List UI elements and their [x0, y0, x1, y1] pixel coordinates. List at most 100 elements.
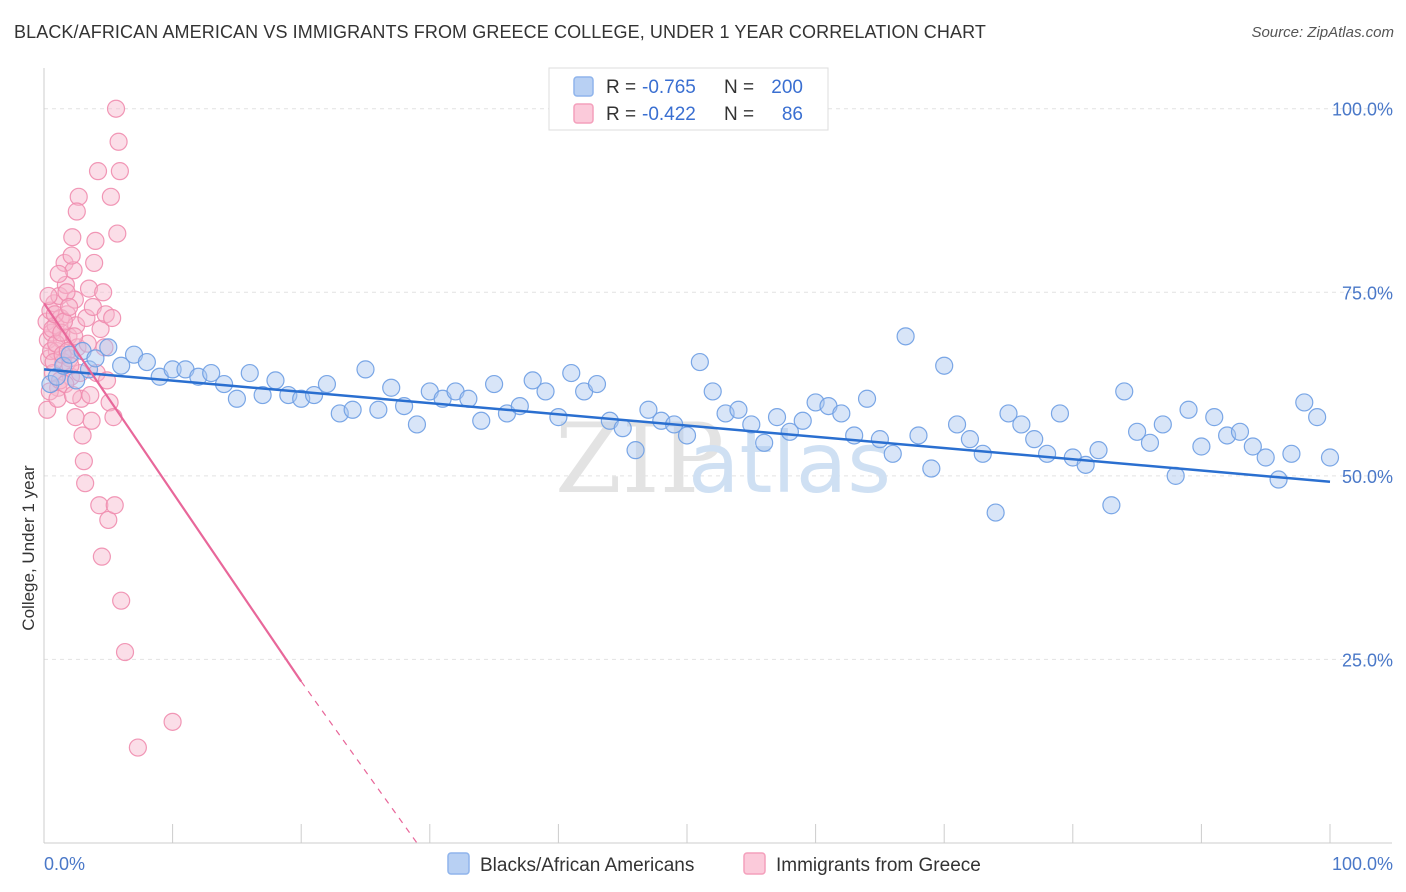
black-point-82 — [1050, 404, 1070, 423]
series-immigrants-from-greece — [37, 99, 182, 757]
bottom-legend-swatch-blue — [447, 852, 470, 875]
black-point-65 — [832, 404, 851, 423]
black-point-28 — [356, 360, 375, 379]
bottom-legend-label-blue: Blacks/African Americans — [480, 855, 694, 876]
greece-point-52 — [104, 408, 123, 427]
chart-title: BLACK/AFRICAN AMERICAN VS IMMIGRANTS FRO… — [14, 22, 986, 42]
black-point-24 — [304, 385, 324, 405]
black-point-69 — [883, 444, 902, 463]
greece-point-61 — [163, 712, 182, 731]
black-point-73 — [935, 356, 954, 375]
black-point-76 — [973, 444, 992, 463]
greece-point-20 — [63, 228, 82, 247]
greece-point-54 — [106, 99, 126, 118]
legend-r-value-2: -0.422 — [642, 104, 696, 125]
legend-n-label-1: N = — [724, 77, 754, 98]
black-point-54 — [690, 352, 709, 372]
black-point-92 — [1179, 400, 1198, 419]
black-point-62 — [793, 411, 812, 430]
black-point-48 — [613, 419, 632, 438]
x-tick-label-1: 100.0% — [1332, 854, 1393, 874]
black-point-68 — [870, 430, 890, 449]
black-point-9 — [112, 356, 131, 375]
y-tick-label-2: 50.0% — [1342, 467, 1393, 487]
black-point-1 — [47, 367, 66, 386]
greece-point-34 — [81, 385, 100, 405]
x-tick-label-0: 0.0% — [44, 854, 85, 874]
black-point-55 — [703, 382, 722, 401]
greece-point-25 — [69, 187, 88, 206]
greece-point-71 — [49, 264, 68, 284]
greece-point-81 — [62, 246, 81, 265]
greece-point-63 — [39, 286, 58, 306]
black-point-44 — [562, 363, 581, 383]
black-point-70 — [896, 327, 915, 346]
greece-point-77 — [57, 283, 76, 302]
black-point-18 — [227, 389, 246, 408]
black-point-57 — [729, 400, 748, 419]
black-point-102 — [1308, 408, 1327, 427]
greece-point-40 — [88, 162, 108, 181]
black-point-13 — [163, 360, 182, 379]
black-point-29 — [369, 400, 388, 419]
greece-point-55 — [108, 224, 127, 243]
black-point-90 — [1153, 415, 1172, 434]
bottom-legend: Blacks/African Americans Immigrants from… — [447, 852, 981, 876]
greece-point-28 — [73, 426, 92, 445]
legend-r-value-1: -0.765 — [642, 77, 696, 98]
tick-labels: 100.0% 75.0% 50.0% 25.0% 0.0% 100.0% — [44, 100, 1393, 874]
black-point-67 — [857, 389, 877, 408]
axes — [43, 68, 1392, 844]
greece-point-85 — [67, 202, 86, 221]
greece-point-59 — [115, 642, 135, 662]
black-point-74 — [947, 415, 967, 434]
black-point-53 — [677, 426, 697, 445]
black-point-94 — [1205, 408, 1224, 427]
bottom-legend-swatch-pink — [743, 852, 766, 875]
black-point-86 — [1102, 496, 1121, 515]
y-tick-label-0: 100.0% — [1332, 100, 1393, 120]
black-point-11 — [137, 352, 156, 372]
black-point-81 — [1037, 444, 1057, 463]
black-point-20 — [253, 385, 272, 405]
greece-point-38 — [86, 231, 105, 250]
black-point-37 — [472, 411, 491, 430]
greece-point-33 — [79, 279, 99, 298]
black-point-77 — [986, 503, 1005, 522]
legend-n-value-2: 86 — [782, 104, 803, 125]
black-point-79 — [1012, 415, 1031, 434]
y-axis-label: College, Under 1 year — [19, 465, 38, 631]
black-point-19 — [240, 363, 259, 383]
black-point-59 — [755, 433, 774, 452]
greece-point-51 — [103, 308, 122, 328]
black-point-32 — [407, 415, 427, 434]
black-point-16 — [202, 363, 221, 383]
greece-point-70 — [48, 389, 67, 408]
greece-point-43 — [92, 547, 111, 566]
black-point-49 — [626, 441, 645, 460]
black-point-21 — [266, 371, 285, 390]
greece-point-53 — [105, 496, 124, 515]
legend-r-label-2: R = — [606, 104, 636, 125]
greece-point-79 — [59, 297, 79, 317]
black-point-88 — [1127, 422, 1147, 441]
black-point-25 — [317, 374, 337, 394]
trendline-blacks — [43, 368, 1331, 483]
greece-point-35 — [82, 411, 101, 430]
trendline-greece — [43, 302, 303, 683]
black-point-78 — [999, 404, 1018, 423]
black-point-41 — [523, 371, 542, 390]
black-point-99 — [1269, 470, 1288, 489]
black-point-101 — [1295, 393, 1314, 412]
series-blacks-african-americans — [41, 327, 1340, 522]
black-point-97 — [1243, 437, 1262, 456]
black-point-60 — [767, 408, 787, 427]
black-point-98 — [1256, 448, 1275, 467]
black-point-93 — [1192, 437, 1211, 456]
greece-point-21 — [64, 261, 83, 280]
legend-box — [548, 67, 829, 131]
greece-point-29 — [74, 452, 93, 471]
black-point-30 — [382, 378, 401, 397]
black-point-7 — [86, 349, 105, 368]
